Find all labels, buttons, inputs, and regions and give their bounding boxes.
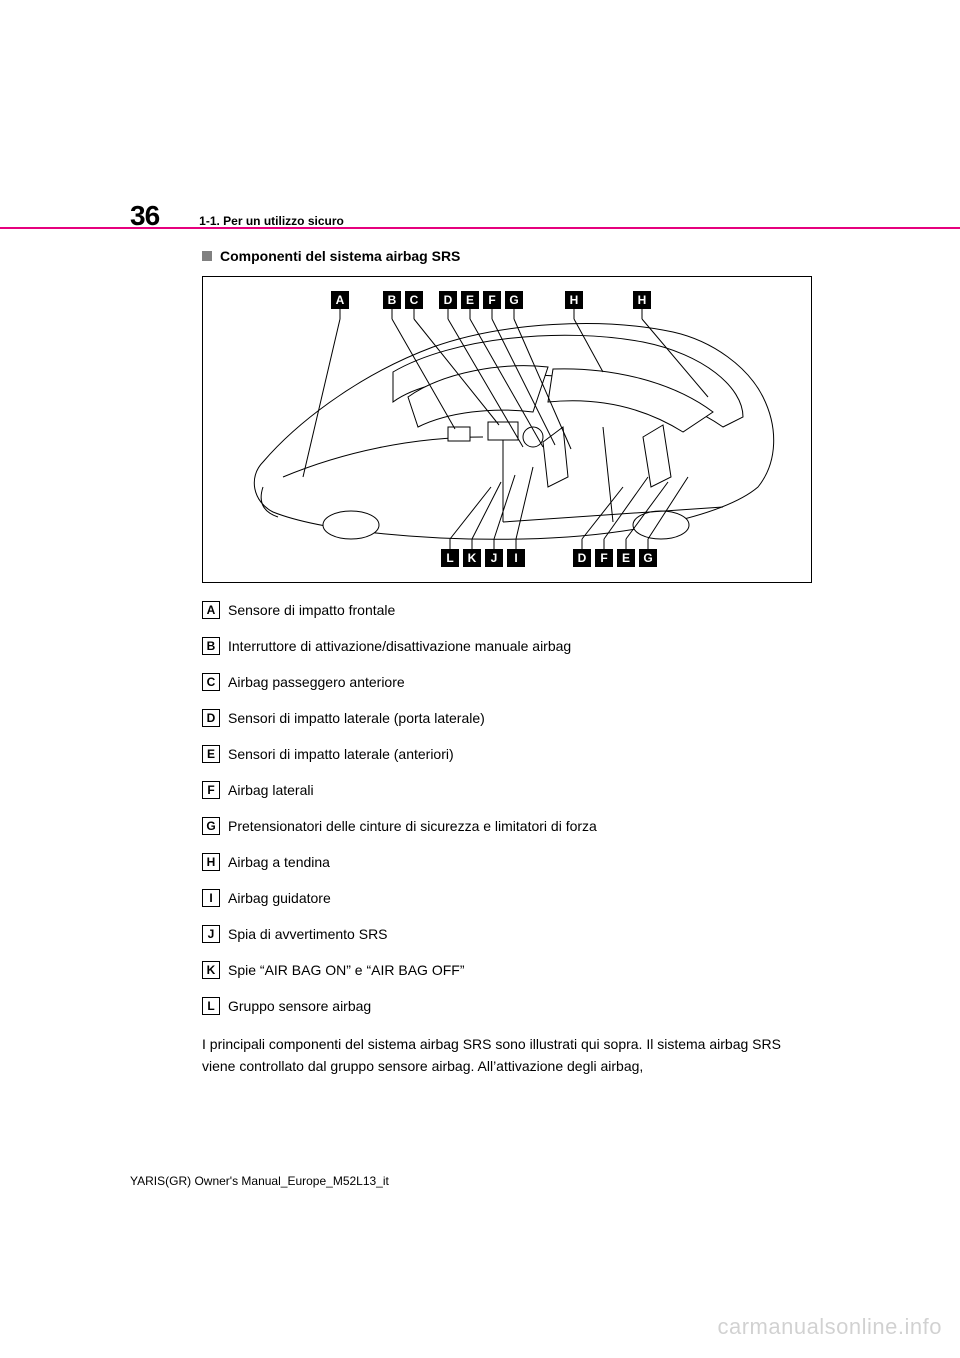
svg-text:H: H — [570, 293, 579, 307]
legend-item: H Airbag a tendina — [202, 853, 812, 871]
diagram-top-labels: A BC DEFG H H — [331, 291, 651, 309]
legend-item: A Sensore di impatto frontale — [202, 601, 812, 619]
airbag-diagram-svg: ABCDEFGHH LKJI DFEG — [203, 277, 811, 582]
legend-key-box: I — [202, 889, 220, 907]
legend-key-box: J — [202, 925, 220, 943]
section-label: 1-1. Per un utilizzo sicuro — [199, 214, 344, 228]
legend-key-box: E — [202, 745, 220, 763]
svg-text:G: G — [643, 551, 652, 565]
legend-key-box: D — [202, 709, 220, 727]
legend-text: Spie “AIR BAG ON” e “AIR BAG OFF” — [228, 963, 464, 977]
legend-key-box: G — [202, 817, 220, 835]
watermark-text: carmanualsonline.info — [717, 1314, 942, 1340]
legend-item: F Airbag laterali — [202, 781, 812, 799]
legend-text: Airbag laterali — [228, 783, 314, 797]
legend-item: G Pretensionatori delle cinture di sicure… — [202, 817, 812, 835]
legend-text: Sensori di impatto laterale (anteriori) — [228, 747, 454, 761]
legend-key-box: K — [202, 961, 220, 979]
legend-item: B Interruttore di attivazione/disattivazi… — [202, 637, 812, 655]
airbag-diagram: ABCDEFGHH LKJI DFEG — [202, 276, 812, 583]
legend-text: Airbag passeggero anteriore — [228, 675, 405, 689]
svg-text:C: C — [410, 293, 419, 307]
legend-list: A Sensore di impatto frontale B Interruttor… — [202, 601, 812, 1015]
legend-item: I Airbag guidatore — [202, 889, 812, 907]
legend-item: D Sensori di impatto laterale (porta late… — [202, 709, 812, 727]
svg-text:F: F — [488, 293, 495, 307]
legend-item: K Spie “AIR BAG ON” e “AIR BAG OFF” — [202, 961, 812, 979]
legend-text: Pretensionatori delle cinture di sicurez… — [228, 819, 597, 833]
svg-text:I: I — [514, 551, 517, 565]
sub-heading-row: Componenti del sistema airbag SRS — [202, 248, 812, 264]
legend-key-box: H — [202, 853, 220, 871]
svg-text:D: D — [444, 293, 453, 307]
legend-text: Spia di avvertimento SRS — [228, 927, 388, 941]
legend-key-box: C — [202, 673, 220, 691]
svg-text:F: F — [600, 551, 607, 565]
header-rule — [0, 227, 960, 229]
svg-text:J: J — [491, 551, 498, 565]
footer-text: YARIS(GR) Owner's Manual_Europe_M52L13_i… — [130, 1174, 389, 1188]
manual-page: 36 1-1. Per un utilizzo sicuro Component… — [0, 0, 960, 1358]
svg-text:B: B — [388, 293, 397, 307]
svg-text:L: L — [446, 551, 453, 565]
legend-key-box: B — [202, 637, 220, 655]
svg-text:H: H — [638, 293, 647, 307]
legend-key-box: F — [202, 781, 220, 799]
legend-text: Sensori di impatto laterale (porta later… — [228, 711, 485, 725]
legend-key-box: L — [202, 997, 220, 1015]
legend-item: J Spia di avvertimento SRS — [202, 925, 812, 943]
svg-text:D: D — [578, 551, 587, 565]
svg-text:E: E — [622, 551, 630, 565]
sub-heading: Componenti del sistema airbag SRS — [220, 248, 460, 264]
legend-item: E Sensori di impatto laterale (anteriori) — [202, 745, 812, 763]
diagram-bottom-left-labels: L KJ I — [441, 549, 525, 567]
svg-text:K: K — [468, 551, 477, 565]
legend-text: Airbag guidatore — [228, 891, 331, 905]
legend-item: C Airbag passeggero anteriore — [202, 673, 812, 691]
legend-key-box: A — [202, 601, 220, 619]
svg-text:A: A — [336, 293, 345, 307]
legend-text: Airbag a tendina — [228, 855, 330, 869]
body-paragraph: I principali componenti del sistema airb… — [202, 1033, 812, 1078]
svg-text:G: G — [509, 293, 518, 307]
legend-text: Sensore di impatto frontale — [228, 603, 395, 617]
content-area: Componenti del sistema airbag SRS — [202, 248, 812, 1078]
legend-text: Interruttore di attivazione/disattivazio… — [228, 639, 571, 653]
diagram-bottom-right-labels: DF EG — [573, 549, 657, 567]
square-bullet-icon — [202, 251, 212, 261]
legend-item: L Gruppo sensore airbag — [202, 997, 812, 1015]
svg-text:E: E — [466, 293, 474, 307]
legend-text: Gruppo sensore airbag — [228, 999, 371, 1013]
